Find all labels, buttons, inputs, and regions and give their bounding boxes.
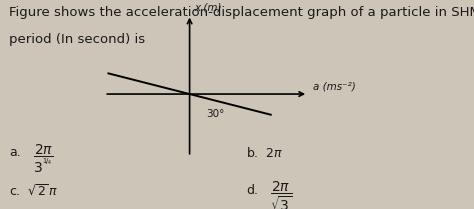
Text: a (ms⁻²): a (ms⁻²) xyxy=(313,82,356,92)
Text: a.: a. xyxy=(9,146,21,159)
Text: x (m): x (m) xyxy=(194,3,222,13)
Text: c.  $\sqrt{2}\,\pi$: c. $\sqrt{2}\,\pi$ xyxy=(9,184,59,199)
Text: 30°: 30° xyxy=(206,109,225,119)
Text: d.: d. xyxy=(246,184,258,197)
Text: b.  $2\pi$: b. $2\pi$ xyxy=(246,146,284,160)
Text: Figure shows the acceleration-displacement graph of a particle in SHM. The time: Figure shows the acceleration-displaceme… xyxy=(9,6,474,19)
Text: $\dfrac{2\pi}{\sqrt{3}}$: $\dfrac{2\pi}{\sqrt{3}}$ xyxy=(270,180,292,209)
Text: $\dfrac{2\pi}{3^{^{1\!/_4}}}$: $\dfrac{2\pi}{3^{^{1\!/_4}}}$ xyxy=(33,142,54,175)
Text: period (In second) is: period (In second) is xyxy=(9,33,146,46)
